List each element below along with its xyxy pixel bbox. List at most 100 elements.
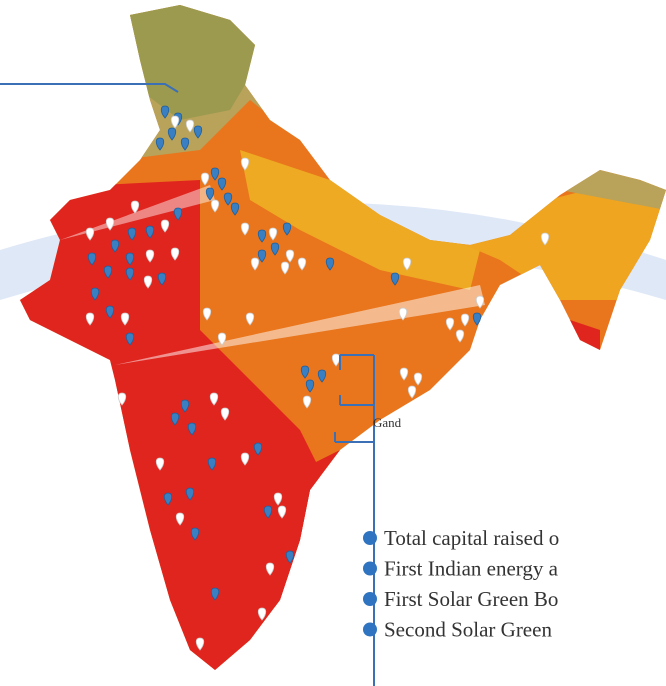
site-marker <box>103 265 113 279</box>
site-marker <box>175 512 185 526</box>
site-marker <box>230 202 240 216</box>
site-marker <box>130 200 140 214</box>
site-marker <box>180 399 190 413</box>
site-marker <box>125 267 135 281</box>
site-marker <box>273 492 283 506</box>
site-marker <box>305 379 315 393</box>
site-marker <box>207 457 217 471</box>
site-marker <box>413 372 423 386</box>
site-marker <box>245 312 255 326</box>
site-marker <box>110 239 120 253</box>
site-marker <box>202 307 212 321</box>
site-marker <box>205 187 215 201</box>
site-marker <box>297 257 307 271</box>
site-marker <box>160 219 170 233</box>
leader-line <box>0 83 179 93</box>
site-marker <box>170 412 180 426</box>
site-marker <box>163 492 173 506</box>
region-yellow <box>240 150 480 290</box>
site-marker <box>455 329 465 343</box>
site-marker <box>190 527 200 541</box>
site-marker <box>317 369 327 383</box>
site-marker <box>85 227 95 241</box>
site-marker <box>155 137 165 151</box>
site-markers <box>85 105 550 651</box>
site-marker <box>223 192 233 206</box>
site-marker <box>472 312 482 326</box>
site-marker <box>250 257 260 271</box>
site-marker <box>398 307 408 321</box>
site-marker <box>540 232 550 246</box>
site-marker <box>200 172 210 186</box>
site-marker <box>253 442 263 456</box>
site-marker <box>399 367 409 381</box>
site-marker <box>210 199 220 213</box>
site-marker <box>240 222 250 236</box>
site-marker <box>173 207 183 221</box>
site-marker <box>302 395 312 409</box>
site-marker <box>125 332 135 346</box>
site-marker <box>277 505 287 519</box>
site-marker <box>87 252 97 266</box>
site-marker <box>445 317 455 331</box>
site-marker <box>180 137 190 151</box>
site-marker <box>145 249 155 263</box>
site-marker <box>210 587 220 601</box>
site-marker <box>143 275 153 289</box>
site-marker <box>209 392 219 406</box>
site-marker <box>195 637 205 651</box>
site-marker <box>105 217 115 231</box>
site-marker <box>282 222 292 236</box>
site-marker <box>193 125 203 139</box>
site-marker <box>475 295 485 309</box>
site-marker <box>170 247 180 261</box>
site-marker <box>185 487 195 501</box>
site-marker <box>268 227 278 241</box>
site-marker <box>217 332 227 346</box>
timeline-text: First Indian energy a <box>384 557 559 581</box>
timeline-lines <box>334 354 375 686</box>
site-marker <box>402 257 412 271</box>
site-marker <box>117 392 127 406</box>
site-marker <box>90 287 100 301</box>
site-marker <box>145 225 155 239</box>
site-marker <box>390 272 400 286</box>
timeline-dot <box>363 561 377 576</box>
timeline-dot <box>363 592 377 606</box>
site-marker <box>217 177 227 191</box>
site-marker <box>105 305 115 319</box>
site-marker <box>270 242 280 256</box>
site-marker <box>160 105 170 119</box>
highlight-beam <box>60 185 215 240</box>
site-marker <box>120 312 130 326</box>
site-marker <box>257 249 267 263</box>
site-marker <box>325 257 335 271</box>
timeline-text: Total capital raised o <box>384 526 559 550</box>
site-marker <box>125 252 135 266</box>
site-marker <box>185 119 195 133</box>
timeline-text: Second Solar Green <box>384 618 552 642</box>
timeline: Total capital raised o First Indian energ… <box>363 526 559 642</box>
site-marker <box>170 115 180 129</box>
site-marker <box>157 272 167 286</box>
site-marker <box>220 407 230 421</box>
annotation: Gand <box>373 415 402 430</box>
region-kashmir <box>120 5 270 120</box>
site-marker <box>265 562 275 576</box>
site-marker <box>300 365 310 379</box>
site-marker <box>155 457 165 471</box>
site-marker <box>280 261 290 275</box>
site-marker <box>85 312 95 326</box>
timeline-dot <box>363 531 377 545</box>
highlight-beam <box>115 285 485 365</box>
site-marker <box>257 229 267 243</box>
site-marker <box>210 167 220 181</box>
site-marker <box>127 227 137 241</box>
site-marker <box>257 607 267 621</box>
site-marker <box>240 452 250 466</box>
site-marker <box>460 313 470 327</box>
site-marker <box>263 505 273 519</box>
site-marker <box>240 157 250 171</box>
